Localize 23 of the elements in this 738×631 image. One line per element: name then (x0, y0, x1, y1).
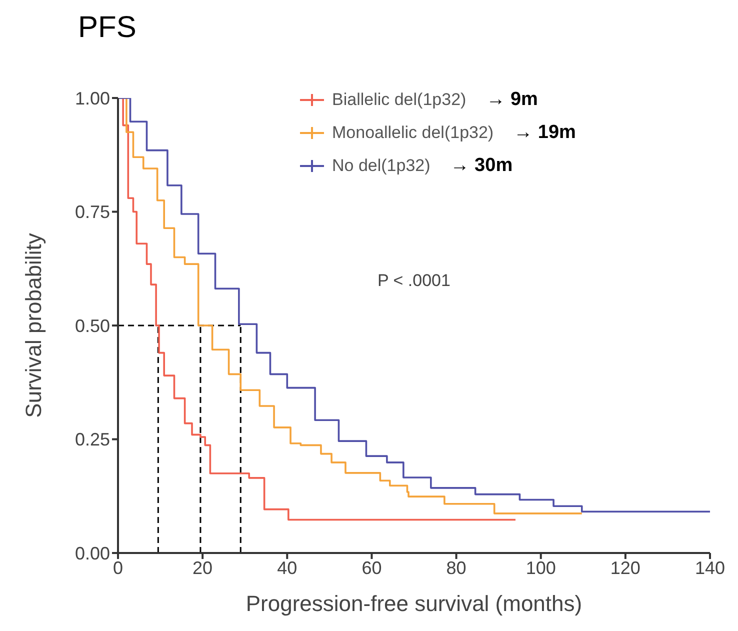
x-tick-label: 80 (446, 558, 466, 578)
y-tick-label: 0.25 (74, 430, 110, 450)
annotation: → 9m (486, 88, 538, 110)
annotation: → 30m (450, 154, 513, 176)
y-tick-label: 0.00 (74, 543, 110, 564)
y-axis-title: Survival probability (20, 233, 46, 418)
x-tick-label: 0 (112, 558, 124, 578)
legend-label: No del(1p32) (332, 156, 430, 176)
x-tick-label: 100 (526, 558, 556, 578)
y-tick-label: 1.00 (74, 88, 110, 108)
y-tick-label: 0.75 (74, 202, 110, 222)
legend-label: Monoallelic del(1p32) (332, 122, 494, 142)
x-tick-label: 20 (192, 558, 213, 578)
x-tick-label: 60 (362, 558, 382, 578)
x-tick-label: 140 (694, 558, 726, 578)
y-tick-label: 0.50 (74, 316, 110, 336)
annotation: → 19m (514, 122, 576, 144)
x-tick-label: 120 (610, 558, 640, 578)
annotation: P < .0001 (378, 271, 450, 290)
legend-label: Biallelic del(1p32) (332, 90, 466, 110)
chart-title: PFS (77, 10, 138, 46)
x-tick-label: 40 (277, 558, 298, 578)
x-axis-title: Progression-free survival (months) (246, 591, 582, 616)
